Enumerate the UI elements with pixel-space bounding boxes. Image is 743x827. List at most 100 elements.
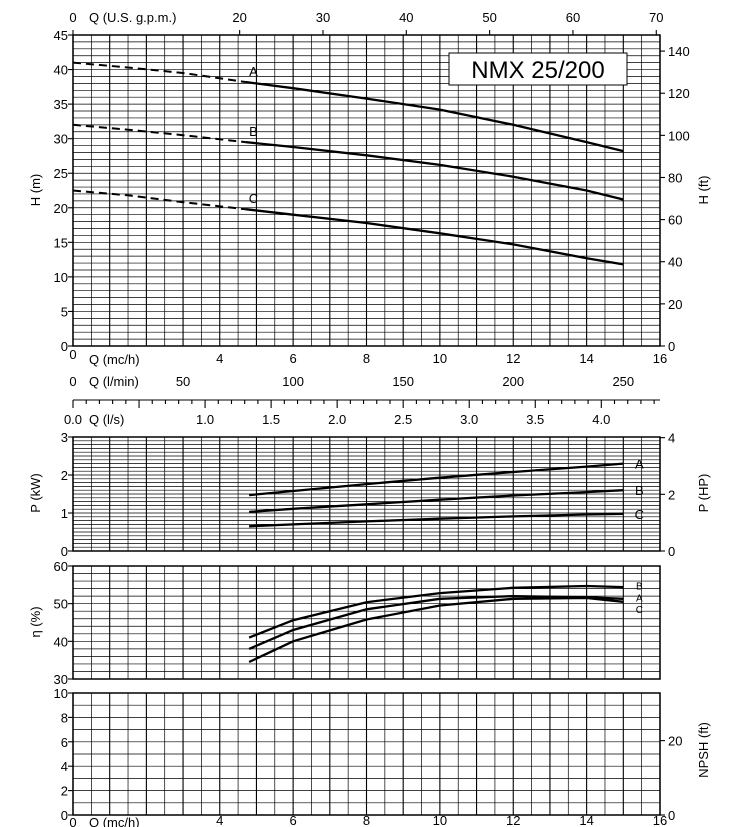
h-ft-axis-title: H (ft) [696, 176, 711, 205]
efficiency-curve-a [249, 596, 623, 649]
npsh-tick-label: 6 [61, 735, 68, 750]
p-hp-tick-label: 4 [668, 431, 675, 446]
npsh-ft-axis-title: NPSH (ft) [696, 722, 711, 778]
q-lmin-tick-label: 150 [392, 374, 414, 389]
q-lmin-tick-label: 100 [282, 374, 304, 389]
q-mch-tick-label: 6 [290, 351, 297, 366]
head-curve-b [245, 142, 623, 199]
q-mch-tick-label: 14 [579, 351, 593, 366]
p-kw-tick-label: 3 [61, 430, 68, 445]
p-hp-tick-label: 0 [668, 544, 675, 559]
h-ft-tick-label: 20 [668, 297, 682, 312]
q-ls-tick-label: 0.0 [64, 412, 82, 427]
model-label-box: NMX 25/200 [449, 53, 627, 85]
npsh-ft-tick-label: 20 [668, 734, 682, 749]
q-mch-axis-title-top: Q (mc/h) [89, 352, 140, 367]
eff-tick-label: 50 [54, 597, 68, 612]
npsh-tick-label: 0 [61, 808, 68, 823]
q-lmin-tick-label: 200 [502, 374, 524, 389]
q-ls-axis-title: Q (l/s) [89, 412, 124, 427]
q-lmin-axis-title: Q (l/min) [89, 374, 139, 389]
q-mch-tick-label: 12 [506, 813, 520, 827]
q-ls-tick-label: 2.0 [328, 412, 346, 427]
h-ft-tick-label: 60 [668, 213, 682, 228]
npsh-tick-label: 8 [61, 710, 68, 725]
q-mch-tick-label: 0 [69, 347, 76, 362]
h-m-tick-label: 35 [54, 97, 68, 112]
h-m-tick-label: 15 [54, 235, 68, 250]
power-curve-label: B [635, 483, 644, 498]
h-m-tick-label: 0 [61, 339, 68, 354]
q-lmin-tick-label: 50 [176, 374, 190, 389]
efficiency-curve-label: B [636, 582, 643, 593]
npsh-tick-label: 4 [61, 759, 68, 774]
q-usgpm-tick-label: 20 [232, 10, 246, 25]
power-curve-label: A [635, 457, 644, 472]
h-ft-tick-label: 80 [668, 170, 682, 185]
q-usgpm-tick-label: 50 [482, 10, 496, 25]
head-curve-label: B [249, 124, 258, 139]
npsh-grid [73, 693, 660, 815]
q-usgpm-tick-label: 0 [69, 10, 76, 25]
npsh-ft-tick-label: 0 [668, 808, 675, 823]
h-ft-tick-label: 100 [668, 128, 690, 143]
q-mch-tick-label: 0 [69, 815, 76, 827]
efficiency-curve-b [249, 598, 623, 662]
h-ft-tick-label: 140 [668, 44, 690, 59]
q-usgpm-tick-label: 70 [649, 10, 663, 25]
h-m-tick-label: 45 [54, 28, 68, 43]
h-ft-tick-label: 40 [668, 255, 682, 270]
q-ls-tick-label: 3.0 [460, 412, 478, 427]
q-ls-tick-label: 2.5 [394, 412, 412, 427]
eff-axis-title: η (%) [28, 606, 43, 637]
q-usgpm-tick-label: 60 [566, 10, 580, 25]
q-lmin-tick-label: 0 [69, 374, 76, 389]
power-curve-label: C [635, 507, 644, 522]
q-usgpm-tick-label: 30 [316, 10, 330, 25]
q-mch-tick-label: 4 [216, 813, 223, 827]
p-hp-tick-label: 2 [668, 487, 675, 502]
q-ls-tick-label: 4.0 [592, 412, 610, 427]
eff-tick-label: 40 [54, 634, 68, 649]
npsh-tick-label: 2 [61, 784, 68, 799]
q-mch-tick-label: 14 [579, 813, 593, 827]
q-mch-axis-title-bottom: Q (mc/h) [89, 815, 140, 827]
head-curve-label: C [249, 191, 258, 206]
h-m-axis-title: H (m) [28, 174, 43, 207]
q-mch-tick-label: 8 [363, 351, 370, 366]
h-m-tick-label: 20 [54, 201, 68, 216]
eff-tick-label: 60 [54, 559, 68, 574]
q-mch-tick-label: 16 [653, 813, 667, 827]
head-curve-label: A [249, 64, 258, 79]
q-mch-tick-label: 8 [363, 813, 370, 827]
q-mch-tick-label: 6 [290, 813, 297, 827]
power-grid [73, 437, 660, 551]
q-lmin-tick-label: 250 [612, 374, 634, 389]
head-curve-a [245, 82, 623, 151]
npsh-tick-label: 10 [54, 686, 68, 701]
efficiency-curve-label: A [636, 593, 643, 604]
eff-tick-label: 30 [54, 672, 68, 687]
p-hp-axis-title: P (HP) [696, 474, 711, 513]
h-m-tick-label: 5 [61, 304, 68, 319]
h-ft-tick-label: 0 [668, 339, 675, 354]
q-ls-tick-label: 1.0 [196, 412, 214, 427]
h-m-tick-label: 40 [54, 63, 68, 78]
p-kw-axis-title: P (kW) [28, 473, 43, 512]
chart-grids [73, 35, 660, 815]
p-kw-tick-label: 0 [61, 544, 68, 559]
p-kw-tick-label: 2 [61, 468, 68, 483]
h-m-tick-label: 10 [54, 270, 68, 285]
q-ls-tick-label: 3.5 [526, 412, 544, 427]
q-mch-tick-label: 10 [433, 813, 447, 827]
h-ft-tick-label: 120 [668, 86, 690, 101]
efficiency-curve-c [249, 586, 623, 638]
chart-labels: 0510152025303540450123304050600246810020… [54, 10, 690, 827]
q-mch-tick-label: 10 [433, 351, 447, 366]
q-mch-tick-label: 16 [653, 351, 667, 366]
efficiency-curve-label: C [636, 605, 643, 616]
q-usgpm-tick-label: 40 [399, 10, 413, 25]
power-curve-b [249, 490, 623, 512]
q-mch-tick-label: 12 [506, 351, 520, 366]
